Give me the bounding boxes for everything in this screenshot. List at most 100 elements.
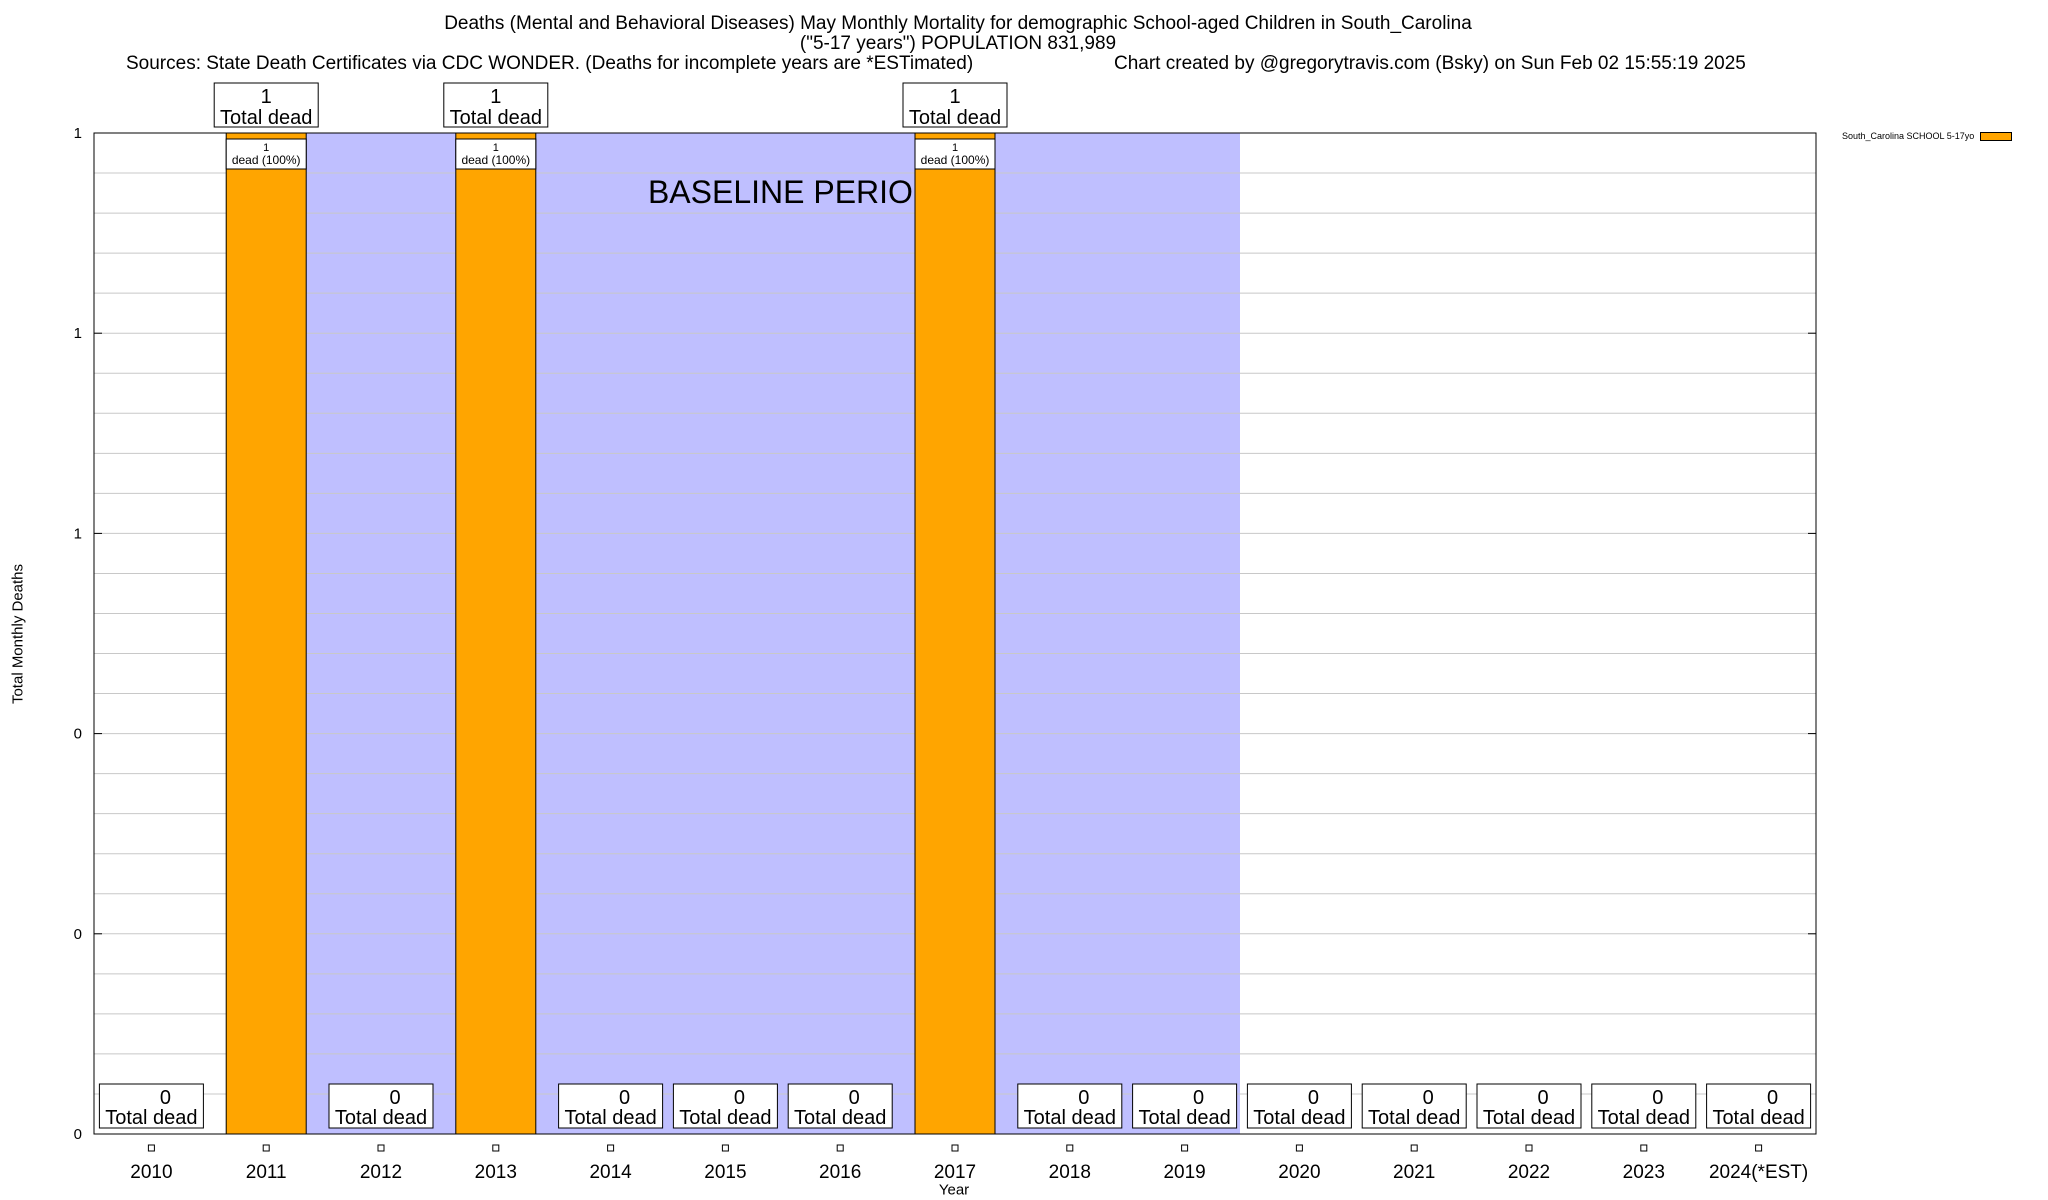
x-tick-label: 2020 bbox=[1278, 1162, 1320, 1183]
x-tick-label: 2010 bbox=[130, 1162, 172, 1183]
bar-total-box bbox=[443, 82, 549, 128]
zero-total-value: 0 bbox=[1652, 1087, 1663, 1109]
bar-total-label: Total dead bbox=[220, 107, 312, 129]
zero-total-value: 0 bbox=[160, 1087, 171, 1109]
zero-total-value: 0 bbox=[1423, 1087, 1434, 1109]
y-tick-label: 0 bbox=[74, 1126, 82, 1143]
zero-total-label: Total dead bbox=[1138, 1107, 1230, 1129]
bar-total-value: 1 bbox=[261, 86, 272, 108]
data-bar bbox=[455, 132, 537, 1135]
x-tick-label: 2019 bbox=[1163, 1162, 1205, 1183]
zero-total-value: 0 bbox=[389, 1087, 400, 1109]
x-tick-marker bbox=[1410, 1144, 1418, 1152]
data-bar bbox=[225, 132, 307, 1135]
zero-total-label: Total dead bbox=[1368, 1107, 1460, 1129]
zero-total-box bbox=[1132, 1083, 1238, 1129]
zero-total-value: 0 bbox=[849, 1087, 860, 1109]
zero-total-box bbox=[1706, 1083, 1812, 1129]
bar-inner-label-box bbox=[455, 138, 537, 170]
chart-sources: Sources: State Death Certificates via CD… bbox=[126, 53, 974, 74]
bar-total-box bbox=[213, 82, 319, 128]
zero-total-label: Total dead bbox=[794, 1107, 886, 1129]
bar-total-value: 1 bbox=[949, 86, 960, 108]
x-tick-marker bbox=[1295, 1144, 1303, 1152]
y-tick-label: 0 bbox=[74, 926, 82, 943]
x-tick-label: 2014 bbox=[589, 1162, 632, 1183]
chart-title-line-2: ("5-17 years") POPULATION 831,989 bbox=[799, 33, 1117, 54]
x-tick-marker bbox=[262, 1144, 270, 1152]
plot-frame bbox=[93, 132, 1817, 1135]
x-tick-label: 2024(*EST) bbox=[1709, 1162, 1808, 1183]
zero-total-label: Total dead bbox=[1483, 1107, 1575, 1129]
zero-total-value: 0 bbox=[1078, 1087, 1089, 1109]
bar-total-box bbox=[902, 82, 1008, 128]
x-tick-label: 2021 bbox=[1393, 1162, 1435, 1183]
x-tick-marker bbox=[1640, 1144, 1648, 1152]
bar-inner-value: 1 bbox=[493, 142, 499, 154]
zero-total-label: Total dead bbox=[1024, 1107, 1116, 1129]
bar-inner-label: dead (100%) bbox=[232, 153, 301, 167]
bar-inner-value: 1 bbox=[263, 142, 269, 154]
zero-total-box bbox=[1246, 1083, 1352, 1129]
zero-total-label: Total dead bbox=[679, 1107, 771, 1129]
chart-credit: Chart created by @gregorytravis.com (Bsk… bbox=[1114, 53, 1746, 74]
bar-inner-label: dead (100%) bbox=[461, 153, 530, 167]
x-tick-marker bbox=[1181, 1144, 1189, 1152]
zero-total-value: 0 bbox=[1193, 1087, 1204, 1109]
zero-total-value: 0 bbox=[619, 1087, 630, 1109]
bar-inner-label: dead (100%) bbox=[921, 153, 990, 167]
bar-inner-value: 1 bbox=[952, 142, 958, 154]
zero-total-box bbox=[1017, 1083, 1123, 1129]
zero-total-value: 0 bbox=[1767, 1087, 1778, 1109]
zero-total-box bbox=[787, 1083, 893, 1129]
chart-title-line-1: Deaths (Mental and Behavioral Diseases) … bbox=[444, 13, 1472, 34]
x-tick-label: 2016 bbox=[819, 1162, 861, 1183]
legend: South_Carolina SCHOOL 5-17yo bbox=[1842, 131, 2013, 141]
baseline-period-band bbox=[281, 133, 1241, 1134]
zero-total-box bbox=[1361, 1083, 1467, 1129]
zero-total-label: Total dead bbox=[1712, 1107, 1804, 1129]
zero-total-label: Total dead bbox=[1253, 1107, 1345, 1129]
x-tick-label: 2015 bbox=[704, 1162, 746, 1183]
x-tick-label: 2017 bbox=[934, 1162, 976, 1183]
zero-total-label: Total dead bbox=[335, 1107, 427, 1129]
zero-total-label: Total dead bbox=[105, 1107, 197, 1129]
bar-inner-label-box bbox=[914, 138, 996, 170]
x-tick-marker bbox=[492, 1144, 500, 1152]
x-tick-marker bbox=[607, 1144, 615, 1152]
bar-inner-label-box bbox=[225, 138, 307, 170]
y-tick-label: 1 bbox=[74, 525, 82, 542]
x-tick-marker bbox=[377, 1144, 385, 1152]
zero-total-box bbox=[672, 1083, 778, 1129]
zero-total-box bbox=[1476, 1083, 1582, 1129]
x-tick-label: 2011 bbox=[246, 1162, 287, 1183]
zero-total-box bbox=[98, 1083, 204, 1129]
zero-total-value: 0 bbox=[734, 1087, 745, 1109]
x-tick-marker bbox=[1066, 1144, 1074, 1152]
zero-total-box bbox=[1591, 1083, 1697, 1129]
baseline-layer: BASELINE PERIOD bbox=[281, 133, 1241, 1134]
x-tick-label: 2013 bbox=[475, 1162, 517, 1183]
x-tick-marker bbox=[951, 1144, 959, 1152]
bar-total-label: Total dead bbox=[450, 107, 542, 129]
x-tick-marker bbox=[721, 1144, 729, 1152]
legend-series-label: South_Carolina SCHOOL 5-17yo bbox=[1842, 131, 1975, 141]
bar-total-value: 1 bbox=[490, 86, 501, 108]
x-tick-label: 2022 bbox=[1508, 1162, 1550, 1183]
x-axis-label: Year bbox=[938, 1181, 970, 1199]
legend-swatch bbox=[1980, 131, 2013, 141]
zero-total-value: 0 bbox=[1537, 1087, 1548, 1109]
x-tick-marker bbox=[1755, 1144, 1763, 1152]
y-axis-label: Total Monthly Deaths bbox=[9, 563, 27, 705]
zero-total-label: Total dead bbox=[564, 1107, 656, 1129]
x-tick-label: 2023 bbox=[1623, 1162, 1665, 1183]
bars-layer bbox=[225, 132, 996, 1135]
zero-total-value: 0 bbox=[1308, 1087, 1319, 1109]
y-tick-label: 1 bbox=[74, 325, 82, 342]
bar-total-label: Total dead bbox=[909, 107, 1001, 129]
data-bar bbox=[914, 132, 996, 1135]
x-tick-marker bbox=[836, 1144, 844, 1152]
y-tick-label: 1 bbox=[74, 125, 82, 142]
